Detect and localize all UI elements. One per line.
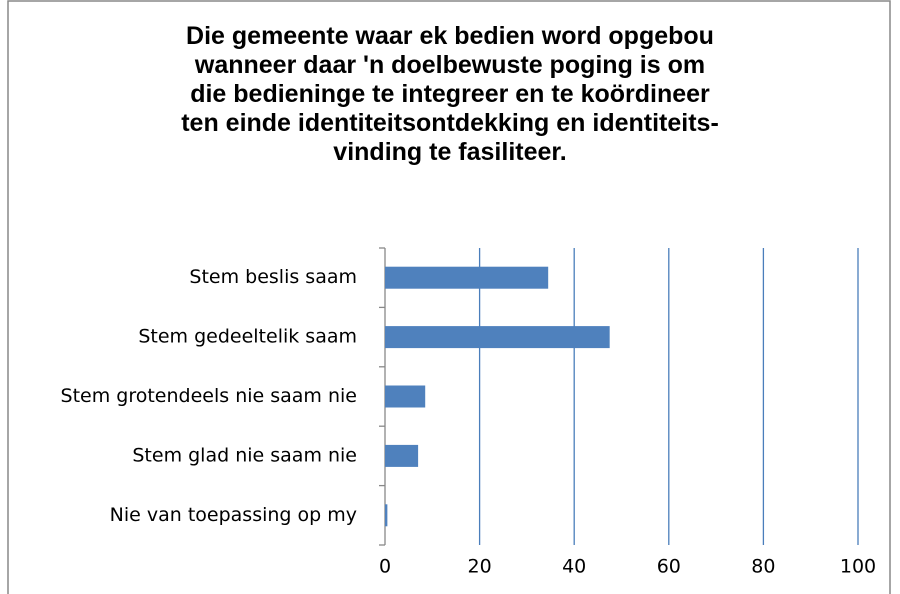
y-tick-label: Stem glad nie saam nie xyxy=(132,444,357,466)
x-tick-label: 80 xyxy=(751,556,775,578)
chart-border xyxy=(7,0,891,594)
x-tick-label: 0 xyxy=(379,556,391,578)
y-tick-label: Stem beslis saam xyxy=(189,266,357,288)
x-tick-label: 60 xyxy=(657,556,681,578)
x-tick-label: 100 xyxy=(840,556,876,578)
bar xyxy=(385,444,419,467)
bar xyxy=(385,266,549,289)
x-tick-label: 20 xyxy=(468,556,492,578)
bar xyxy=(385,385,426,408)
y-tick-label: Stem grotendeels nie saam nie xyxy=(61,385,357,407)
y-tick-label: Stem gedeeltelik saam xyxy=(138,326,357,348)
x-tick-label: 40 xyxy=(562,556,586,578)
bar xyxy=(385,326,610,349)
y-tick-label: Nie van toepassing op my xyxy=(110,504,357,526)
chart-title: Die gemeente waar ek bedien word opgebou… xyxy=(181,22,719,166)
bar xyxy=(385,504,388,527)
